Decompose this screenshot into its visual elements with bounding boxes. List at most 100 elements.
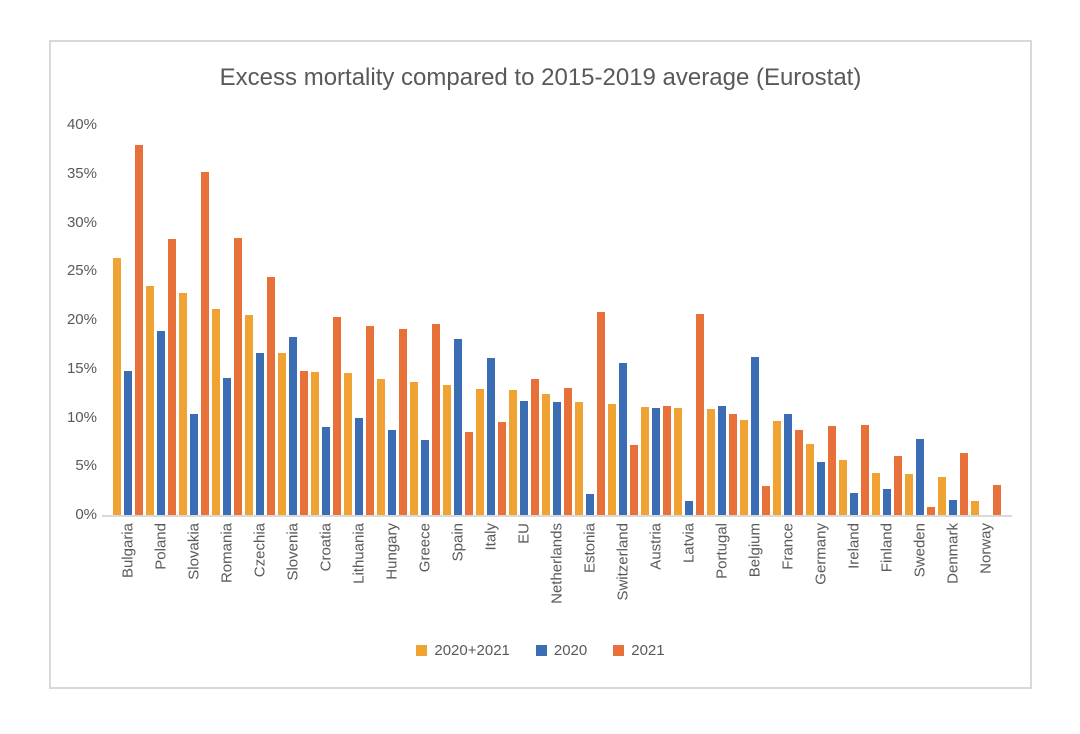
bar-hungary-2020plus2021 bbox=[377, 379, 385, 515]
bar-poland-2020 bbox=[157, 330, 165, 515]
bar-netherlands-2020 bbox=[553, 401, 561, 515]
y-axis-tick-label: 20% bbox=[66, 311, 97, 328]
category-label-cell: France bbox=[773, 521, 803, 639]
category-label: Greece bbox=[416, 523, 434, 573]
bar-czechia-2021 bbox=[267, 277, 275, 515]
y-axis-tick-label: 15% bbox=[66, 359, 97, 377]
bar-austria-2020plus2021 bbox=[641, 406, 649, 515]
bar-slovenia-2020plus2021 bbox=[278, 353, 286, 515]
bar-slovakia-2020 bbox=[190, 413, 198, 515]
bar-ireland-2021 bbox=[861, 425, 869, 515]
bar-romania-2021 bbox=[234, 238, 242, 515]
bar-greece-2021 bbox=[432, 323, 440, 515]
bar-france-2021 bbox=[795, 430, 803, 515]
category-label: Poland bbox=[152, 523, 170, 570]
chart-title: Excess mortality compared to 2015-2019 a… bbox=[219, 64, 862, 91]
bar-eu-2020plus2021 bbox=[509, 390, 517, 515]
y-axis-tick-label: 5% bbox=[75, 457, 97, 475]
category-label: Croatia bbox=[317, 523, 335, 572]
bar-latvia-2021 bbox=[696, 314, 704, 515]
category-label: Spain bbox=[449, 523, 467, 562]
bar-spain-2020plus2021 bbox=[443, 385, 451, 515]
bar-portugal-2021 bbox=[729, 413, 737, 515]
category-label-cell: Austria bbox=[641, 521, 671, 639]
bar-slovenia-2021 bbox=[300, 370, 308, 515]
bar-slovenia-2020 bbox=[289, 336, 297, 515]
x-axis-line bbox=[102, 515, 1012, 517]
legend-label: 2020 bbox=[553, 642, 588, 659]
bar-norway-2020plus2021 bbox=[971, 501, 979, 515]
bar-group-hungary bbox=[377, 125, 407, 515]
category-label-cell: Spain bbox=[443, 521, 473, 639]
bar-croatia-2021 bbox=[333, 317, 341, 515]
legend-swatch bbox=[416, 645, 428, 656]
bar-group-slovakia bbox=[179, 125, 209, 515]
bar-switzerland-2020 bbox=[619, 362, 627, 515]
bar-group-czechia bbox=[245, 125, 275, 515]
category-label-cell: EU bbox=[509, 521, 539, 639]
bar-estonia-2021 bbox=[597, 312, 605, 515]
legend-item-2020plus2021: 2020+2021 bbox=[416, 642, 510, 659]
bar-estonia-2020 bbox=[586, 493, 594, 515]
category-label-cell: Croatia bbox=[311, 521, 341, 639]
bar-slovakia-2021 bbox=[201, 171, 209, 515]
bar-group-ireland bbox=[839, 125, 869, 515]
category-label: Finland bbox=[878, 523, 896, 573]
bar-romania-2020 bbox=[223, 377, 231, 515]
category-label-cell: Bulgaria bbox=[113, 521, 143, 639]
bar-croatia-2020plus2021 bbox=[311, 371, 319, 515]
category-label-cell: Latvia bbox=[674, 521, 704, 639]
bar-czechia-2020 bbox=[256, 353, 264, 515]
bar-slovakia-2020plus2021 bbox=[179, 292, 187, 515]
bar-denmark-2020plus2021 bbox=[938, 476, 946, 515]
bar-group-norway bbox=[971, 125, 1001, 515]
category-label: Hungary bbox=[383, 523, 401, 580]
bar-romania-2020plus2021 bbox=[212, 309, 220, 515]
chart-frame: Excess mortality compared to 2015-2019 a… bbox=[49, 40, 1032, 689]
bar-group-croatia bbox=[311, 125, 341, 515]
bar-netherlands-2021 bbox=[564, 388, 572, 515]
category-label-cell: Lithuania bbox=[344, 521, 374, 639]
category-label: France bbox=[779, 523, 797, 570]
category-label-cell: Ireland bbox=[839, 521, 869, 639]
bar-italy-2020 bbox=[487, 358, 495, 515]
category-label: Belgium bbox=[746, 523, 764, 578]
bar-bulgaria-2020plus2021 bbox=[113, 257, 121, 515]
legend-item-2020: 2020 bbox=[535, 642, 588, 659]
bar-group-sweden bbox=[905, 125, 935, 515]
category-label: Lithuania bbox=[350, 523, 368, 584]
category-label: Slovenia bbox=[284, 523, 302, 581]
bar-lithuania-2020plus2021 bbox=[344, 372, 352, 515]
bar-eu-2021 bbox=[531, 379, 539, 515]
bar-group-netherlands bbox=[542, 125, 572, 515]
bar-germany-2020 bbox=[817, 462, 825, 515]
bar-group-portugal bbox=[707, 125, 737, 515]
legend-label: 2021 bbox=[631, 642, 665, 659]
category-label-cell: Italy bbox=[476, 521, 506, 639]
bar-greece-2020plus2021 bbox=[410, 382, 418, 515]
category-label: Norway bbox=[977, 523, 995, 574]
category-label: Latvia bbox=[680, 523, 698, 564]
legend-swatch bbox=[535, 645, 547, 656]
category-label: Switzerland bbox=[614, 523, 632, 601]
bar-netherlands-2020plus2021 bbox=[542, 394, 550, 515]
category-label-cell: Slovakia bbox=[179, 521, 209, 639]
category-label-cell: Czechia bbox=[245, 521, 275, 639]
bar-belgium-2021 bbox=[762, 485, 770, 515]
category-label: Bulgaria bbox=[119, 523, 137, 579]
y-axis-tick-label: 30% bbox=[66, 213, 97, 231]
bar-estonia-2020plus2021 bbox=[575, 401, 583, 515]
bar-hungary-2021 bbox=[399, 328, 407, 515]
category-label: Romania bbox=[218, 523, 236, 584]
bar-group-poland bbox=[146, 125, 176, 515]
category-label-cell: Belgium bbox=[740, 521, 770, 639]
bar-switzerland-2020plus2021 bbox=[608, 403, 616, 515]
category-label-cell: Portugal bbox=[707, 521, 737, 639]
category-label-cell: Sweden bbox=[905, 521, 935, 639]
bar-spain-2020 bbox=[454, 338, 462, 515]
bar-belgium-2020 bbox=[751, 357, 759, 515]
category-label-cell: Greece bbox=[410, 521, 440, 639]
category-label: EU bbox=[515, 523, 533, 544]
bar-hungary-2020 bbox=[388, 430, 396, 515]
category-label-cell: Switzerland bbox=[608, 521, 638, 639]
